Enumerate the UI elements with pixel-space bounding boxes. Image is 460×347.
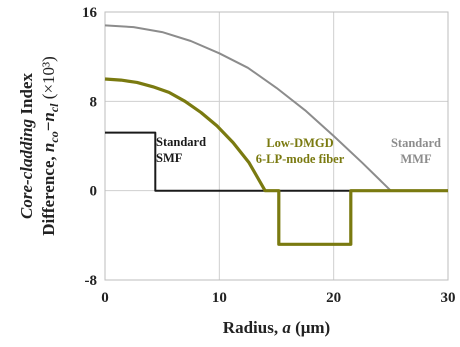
series-group (104, 24, 448, 246)
annotations: Standard SMF Low-DMGD 6-LP-mode fiber Standa… (156, 135, 441, 166)
plot-frame (104, 11, 449, 281)
annotation-1: Low-DMGD 6-LP-mode fiber (256, 136, 345, 166)
x-axis-title: Radius, a (μm) (223, 318, 330, 337)
x-tick-label-3: 30 (441, 290, 456, 306)
y-tick-label-3: 16 (82, 5, 98, 21)
y-tick-label-2: 8 (90, 94, 98, 110)
y-tick-label-0: -8 (85, 273, 98, 289)
series-line-low-dmgd-6-lp-mode-fiber (104, 77, 448, 246)
annotation-0: Standard SMF (156, 135, 206, 165)
y-axis-title-line1: Core-cladding Index (17, 73, 36, 219)
series-line-standard-smf (105, 131, 448, 192)
y-tick-label-1: 0 (90, 184, 98, 200)
y-tick-labels: -8 0 8 16 (82, 5, 98, 289)
x-tick-labels: 0 10 20 30 (101, 290, 455, 306)
x-tick-label-1: 10 (212, 290, 227, 306)
x-tick-label-0: 0 (101, 290, 109, 306)
x-tick-label-2: 20 (326, 290, 341, 306)
series-line-standard-mmf (104, 24, 448, 192)
annotation-2: Standard MMF (391, 136, 441, 166)
y-axis-title-line2: Difference, nco−ncl (×10³) (39, 56, 61, 236)
